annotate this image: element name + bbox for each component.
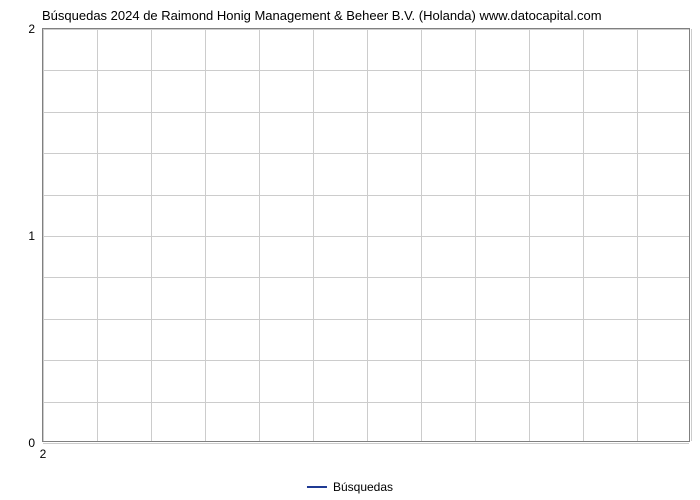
gridline-vertical [313, 29, 314, 441]
gridline-vertical [97, 29, 98, 441]
legend-swatch [307, 486, 327, 488]
gridline-horizontal [43, 153, 689, 154]
gridline-horizontal [43, 360, 689, 361]
gridline-horizontal [43, 443, 689, 444]
chart-container: Búsquedas 2024 de Raimond Honig Manageme… [0, 0, 700, 500]
y-tick-label: 2 [28, 22, 35, 36]
gridline-vertical [583, 29, 584, 441]
gridline-horizontal [43, 195, 689, 196]
gridline-horizontal [43, 402, 689, 403]
gridline-horizontal [43, 29, 689, 30]
plot-area: 0122 [42, 28, 690, 442]
gridline-vertical [259, 29, 260, 441]
gridline-vertical [43, 29, 44, 441]
gridline-vertical [529, 29, 530, 441]
gridline-vertical [151, 29, 152, 441]
gridline-vertical [475, 29, 476, 441]
gridline-horizontal [43, 236, 689, 237]
y-tick-label: 0 [28, 436, 35, 450]
gridline-vertical [637, 29, 638, 441]
legend: Búsquedas [307, 480, 393, 494]
gridline-horizontal [43, 70, 689, 71]
gridline-horizontal [43, 277, 689, 278]
gridline-horizontal [43, 112, 689, 113]
gridline-vertical [205, 29, 206, 441]
y-tick-label: 1 [28, 229, 35, 243]
gridline-horizontal [43, 319, 689, 320]
legend-label: Búsquedas [333, 480, 393, 494]
x-tick-label: 2 [40, 447, 47, 461]
chart-title: Búsquedas 2024 de Raimond Honig Manageme… [42, 8, 602, 23]
gridline-vertical [691, 29, 692, 441]
gridline-vertical [367, 29, 368, 441]
gridline-vertical [421, 29, 422, 441]
